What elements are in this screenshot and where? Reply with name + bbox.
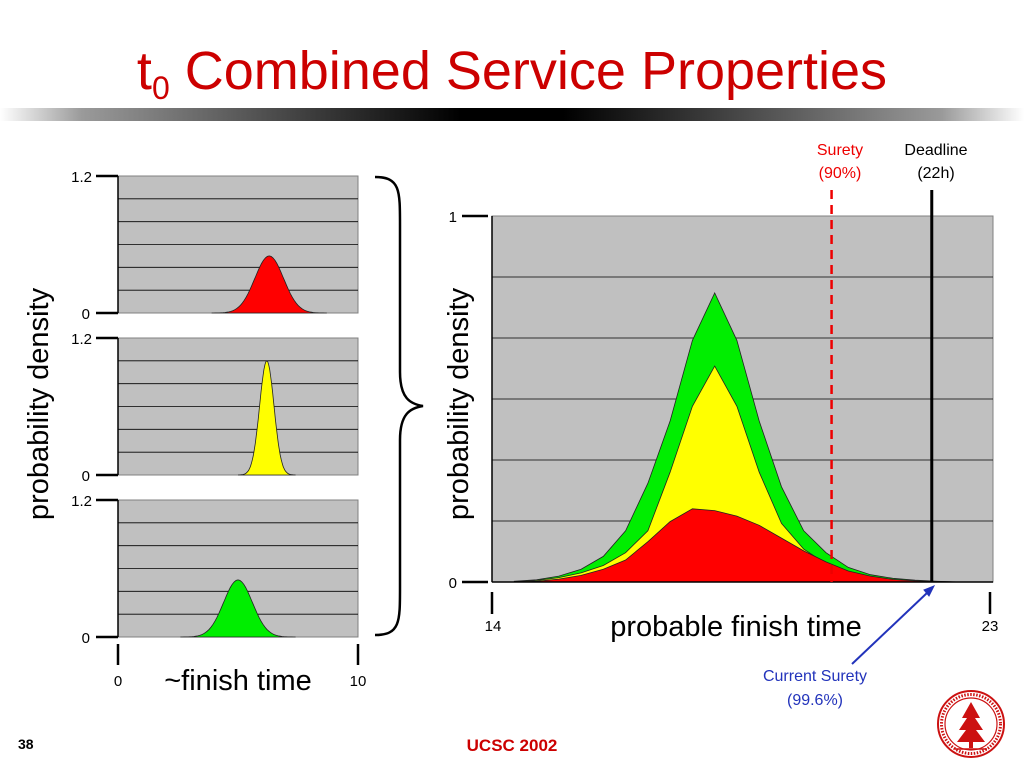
- small-chart-2-distribution: [237, 360, 296, 476]
- current-surety-arrowhead: [923, 585, 936, 597]
- slide-title: t0 Combined Service Properties: [0, 36, 1024, 123]
- title-subscript: 0: [151, 70, 170, 106]
- title-rule: [0, 108, 1024, 121]
- combined-series-3-area: [514, 508, 960, 583]
- small-chart-3-y-min-label: 0: [82, 630, 90, 647]
- deadline-marker-label-1: Deadline: [904, 142, 967, 159]
- current-surety-label-1: Current Surety: [763, 668, 867, 685]
- main-x-min-label: 14: [485, 618, 502, 635]
- main-y-max-label: 1: [449, 209, 457, 226]
- small-chart-2-y-min-label: 0: [82, 468, 90, 485]
- small-charts-ylabel: probability density: [23, 287, 55, 520]
- small-x-min-label: 0: [114, 673, 122, 690]
- small-chart-3-distribution: [180, 579, 296, 638]
- footer-text: UCSC 2002: [466, 736, 558, 755]
- small-x-max-label: 10: [350, 673, 367, 690]
- deadline-marker-label-2: (22h): [917, 165, 954, 182]
- title-t: t: [136, 41, 152, 101]
- page-number: 38: [18, 736, 34, 752]
- combining-brace: [374, 175, 424, 637]
- surety-marker-label-2: (90%): [819, 165, 862, 182]
- main-x-max-label: 23: [982, 618, 999, 635]
- main-xlabel: probable finish time: [610, 611, 861, 643]
- small-chart-1-y-min-label: 0: [82, 306, 90, 323]
- current-surety-arrow: [851, 591, 929, 665]
- main-ylabel: probability density: [443, 287, 475, 520]
- small-chart-1-distribution: [211, 255, 327, 314]
- stanford-seal-icon: [937, 690, 1005, 758]
- small-chart-1-y-max-label: 1.2: [71, 169, 92, 186]
- main-y-min-label: 0: [449, 575, 457, 592]
- small-charts-xlabel: ~finish time: [164, 665, 311, 697]
- small-chart-3-y-max-label: 1.2: [71, 493, 92, 510]
- surety-marker-label-1: Surety: [817, 142, 863, 159]
- small-chart-2-y-max-label: 1.2: [71, 331, 92, 348]
- current-surety-label-2: (99.6%): [787, 692, 843, 709]
- title-rest: Combined Service Properties: [169, 41, 888, 101]
